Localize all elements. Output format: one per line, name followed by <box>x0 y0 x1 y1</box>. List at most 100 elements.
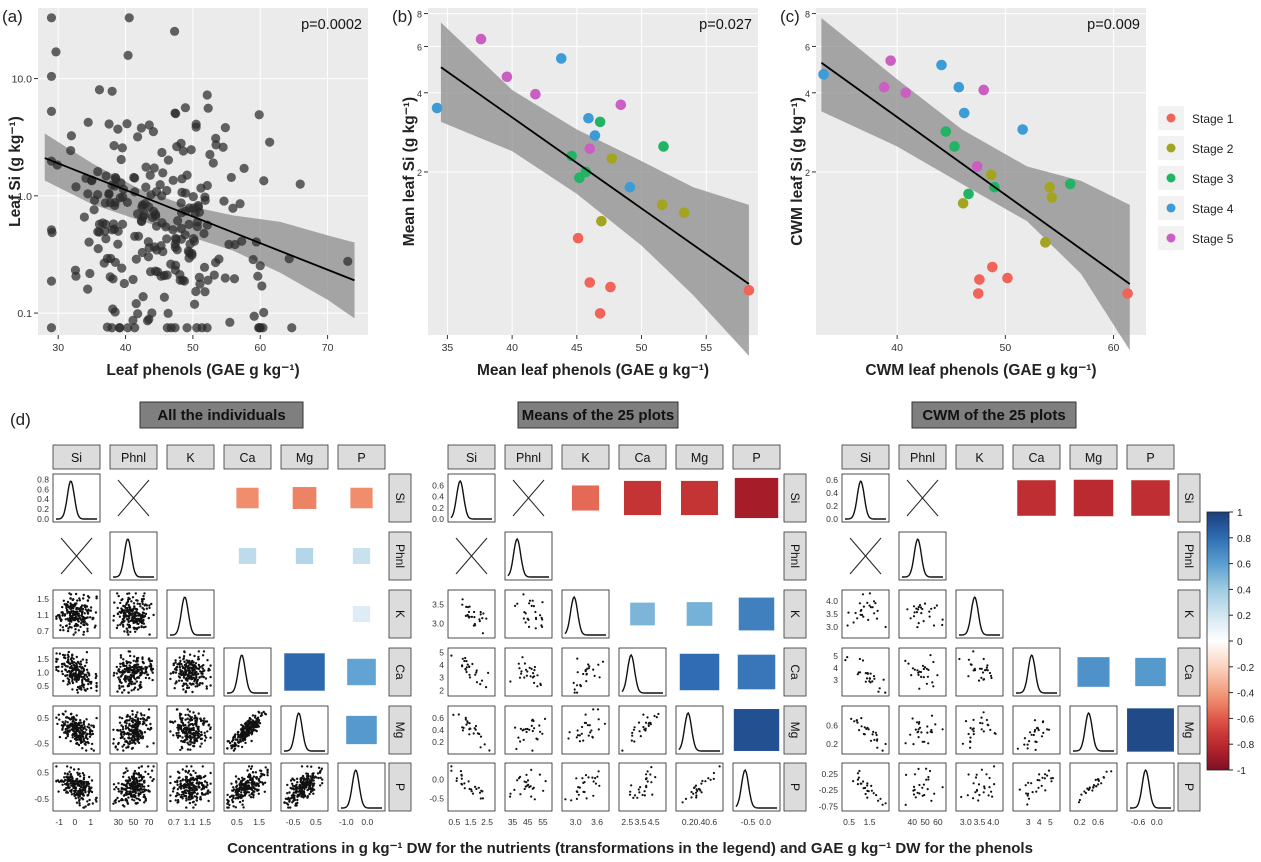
scatter-dot <box>247 734 250 737</box>
scatter-dot <box>586 724 590 727</box>
scatter-dot <box>190 787 193 790</box>
pair-cell <box>447 762 496 812</box>
scatter-dot <box>141 614 145 618</box>
scatter-dot <box>541 625 544 629</box>
row-strip <box>388 705 412 755</box>
scatter-dot <box>89 686 93 690</box>
data-point <box>46 71 57 82</box>
x-tick-label: -1 <box>55 817 63 827</box>
y-tick-label: -0.75 <box>819 801 839 811</box>
scatter-dot <box>189 730 192 733</box>
scatter-dot <box>538 724 541 727</box>
data-point <box>180 230 190 240</box>
scatter-dot <box>79 660 83 663</box>
scatter-dot <box>206 792 210 795</box>
scatter-dot <box>83 788 87 791</box>
row-strip-label: K <box>393 610 407 618</box>
scatter-dot <box>633 726 636 729</box>
scatter-dot <box>133 686 137 689</box>
scatter-dot <box>190 672 193 675</box>
x-tick-label: 45 <box>571 342 583 354</box>
scatter-dot <box>74 592 78 596</box>
scatter-dot <box>300 786 303 789</box>
row-strip <box>388 531 412 581</box>
scatter-dot <box>257 782 260 785</box>
scatter-dot <box>587 663 590 666</box>
scatter-dot <box>121 669 125 672</box>
data-point <box>972 288 984 299</box>
scatter-dot <box>193 740 197 743</box>
scatter-dot <box>249 717 252 721</box>
scatter-dot <box>252 727 255 731</box>
scatter-dot <box>122 788 126 791</box>
panel-label: (a) <box>2 7 23 26</box>
scatter-dot <box>296 781 299 784</box>
scatter-dot <box>522 593 525 596</box>
scatter-dot <box>254 784 257 787</box>
scatter-dot <box>169 799 172 803</box>
scatter-dot <box>186 677 190 680</box>
scatter-dot <box>461 726 464 729</box>
data-point <box>108 219 119 229</box>
scatter-dot <box>631 734 634 737</box>
scatter-dot <box>980 768 984 771</box>
scatter-dot <box>260 772 263 775</box>
scatter-dot <box>115 626 119 630</box>
scatter-dot <box>250 765 254 768</box>
scatter-dot <box>988 776 991 780</box>
scatter-dot <box>862 787 865 790</box>
scatter-dot <box>66 653 70 656</box>
scatter-dot <box>202 793 205 796</box>
scatter-dot <box>131 596 135 599</box>
scatter-dot <box>193 680 196 683</box>
scatter-dot <box>258 722 262 725</box>
scatter-dot <box>88 785 91 788</box>
column-strip <box>280 444 329 470</box>
scatter-dot <box>193 717 196 720</box>
scatter-dot <box>479 735 483 738</box>
data-point <box>239 163 249 173</box>
scatter-dot <box>460 773 463 776</box>
scatter-dot <box>1027 797 1031 800</box>
scatter-dot <box>249 796 253 799</box>
scatter-dot <box>61 720 64 724</box>
column-strip <box>618 444 667 470</box>
scatter-dot <box>644 727 647 730</box>
scatter-dot <box>573 688 576 691</box>
scatter-dot <box>925 682 929 685</box>
scatter-dot <box>309 775 312 778</box>
scatter-dot <box>139 792 142 796</box>
scatter-dot <box>873 677 876 680</box>
scatter-dot <box>1040 784 1043 788</box>
scatter-dot <box>237 777 241 781</box>
scatter-dot <box>982 657 985 661</box>
scatter-dot <box>195 782 199 785</box>
data-point <box>501 71 513 83</box>
scatter-dot <box>147 708 151 711</box>
data-point <box>79 212 89 222</box>
scatter-dot <box>564 798 567 801</box>
x-tick-label: 40 <box>506 342 518 354</box>
scatter-dot <box>252 796 255 799</box>
scatter-dot <box>195 670 198 674</box>
scatter-dot <box>186 733 189 737</box>
scatter-dot <box>69 740 72 743</box>
scatter-dot <box>142 622 146 625</box>
scatter-dot <box>1046 774 1049 777</box>
scatter-dot <box>180 720 183 724</box>
scatter-dot <box>291 801 294 804</box>
scatter-dot <box>191 793 194 796</box>
correlation-tile <box>1077 657 1110 687</box>
scatter-dot <box>311 782 314 785</box>
scatter-dot <box>179 713 183 716</box>
scatter-dot <box>124 788 128 792</box>
scatter-dot <box>141 785 144 788</box>
scatter-dot <box>131 741 134 744</box>
data-point <box>210 257 221 268</box>
scatter-dot <box>122 743 126 746</box>
scatter-dot <box>85 668 89 671</box>
scatter-dot <box>319 776 322 779</box>
scatter-dot <box>142 775 145 779</box>
scatter-dot <box>81 747 84 750</box>
scatter-dot <box>173 687 176 690</box>
